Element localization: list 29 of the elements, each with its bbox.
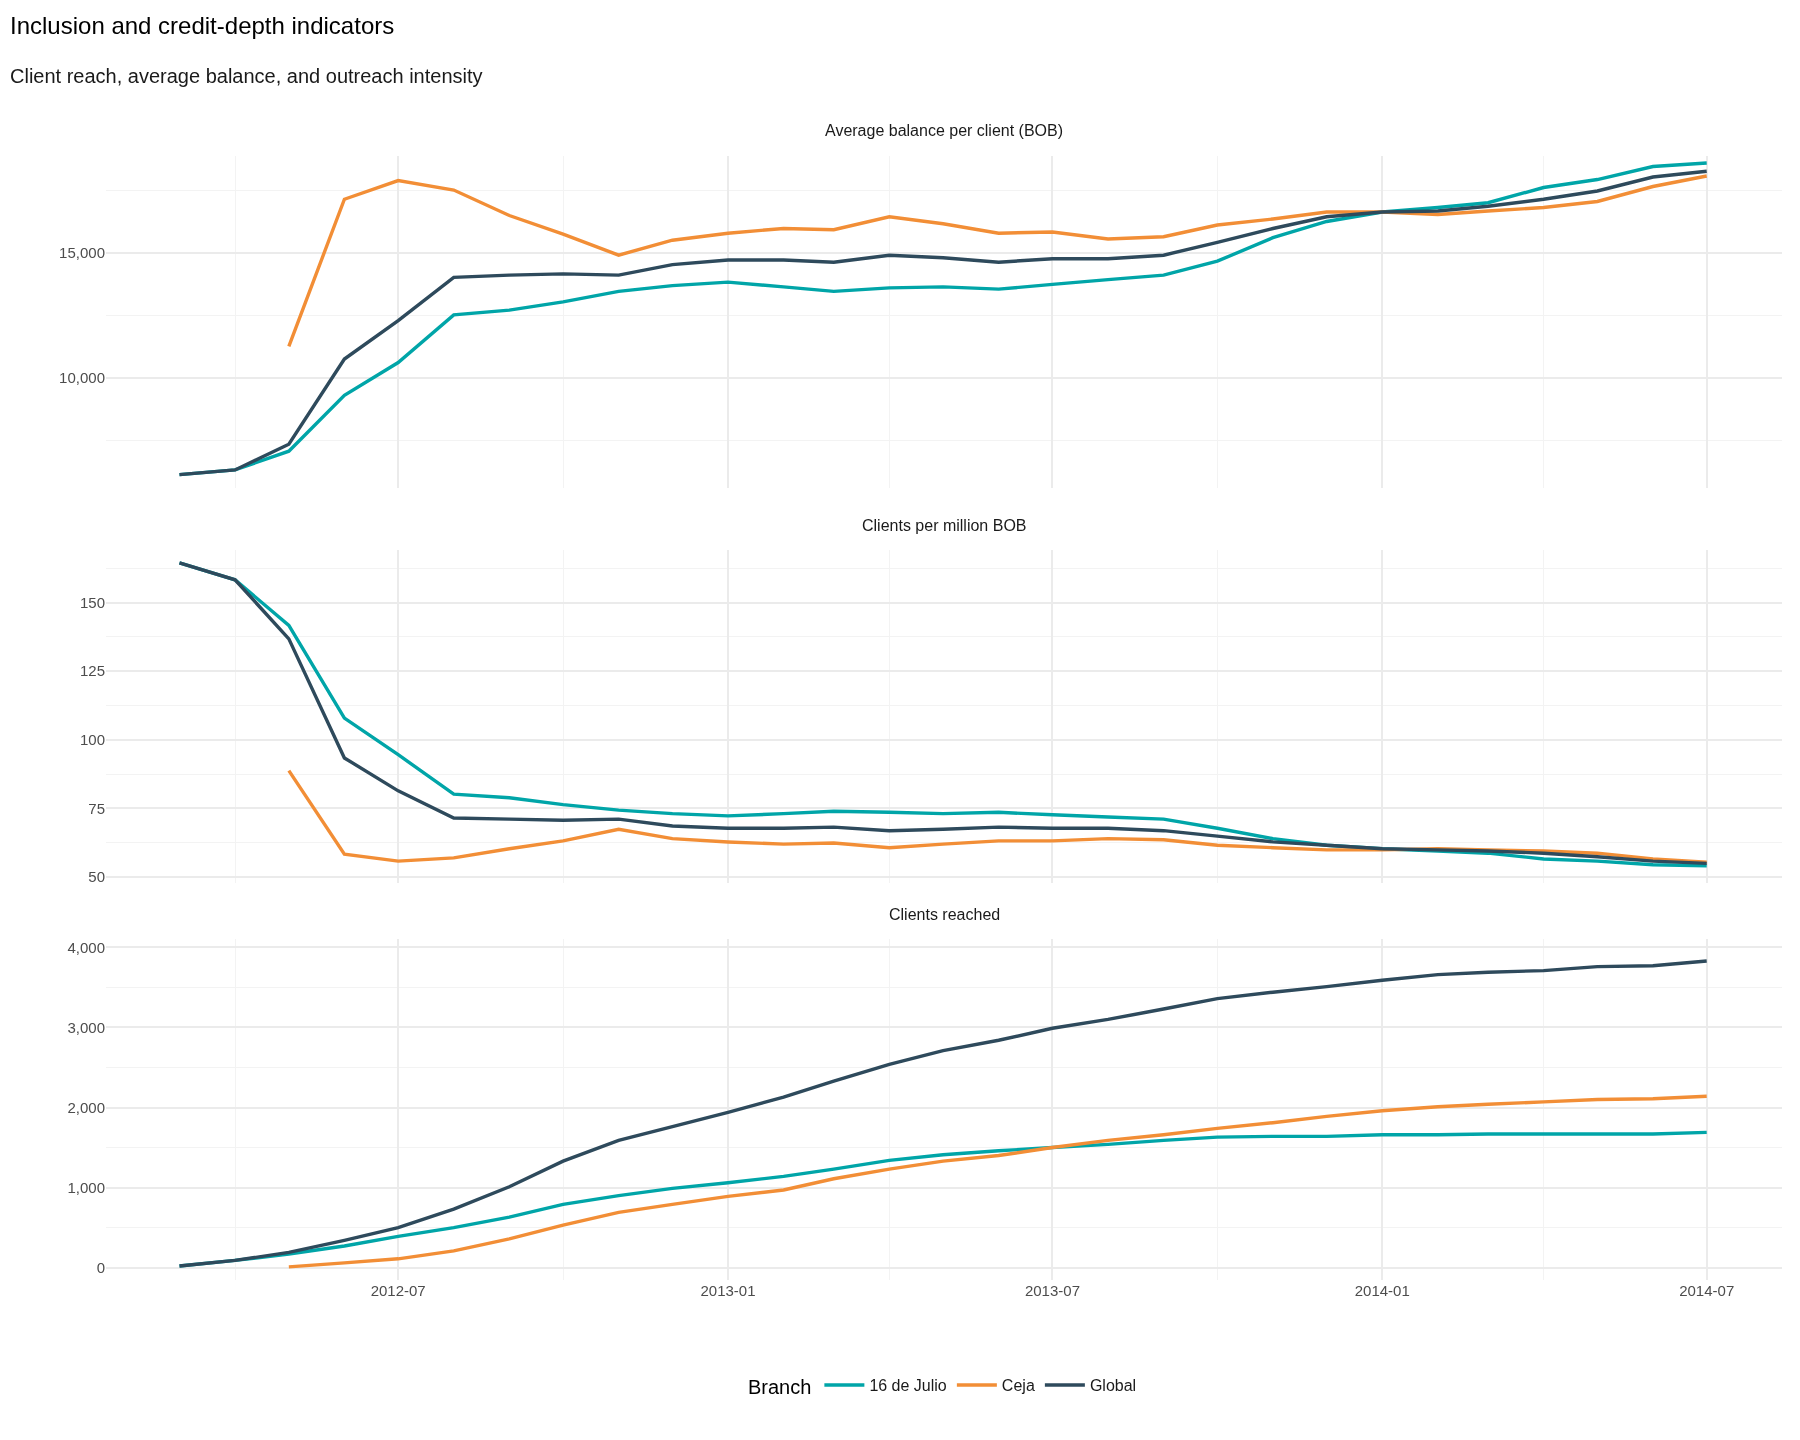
y-tick-label: 100 (79, 731, 105, 749)
legend-label: Global (1089, 1377, 1137, 1395)
x-tick-label: 2014-07 (1679, 1282, 1735, 1300)
y-tick-label: 0 (96, 1258, 105, 1276)
y-tick-label: 3,000 (67, 1018, 105, 1036)
line-series (287, 174, 1709, 349)
legend-label: 16 de Julio (869, 1377, 947, 1395)
chart-title: Average balance per client (BOB) (825, 122, 1064, 139)
text: Client reach, average balance, and outreach intensity (10, 65, 483, 87)
y-tick-label: 2,000 (67, 1098, 105, 1116)
legend-title: Branch (748, 1376, 812, 1399)
line-series (177, 959, 1709, 1268)
chart-title: Clients per million BOB (862, 517, 1027, 534)
chart-title: Clients reached (889, 906, 1001, 923)
y-tick-label: 75 (88, 799, 105, 817)
legend-label: Ceja (1001, 1377, 1035, 1395)
x-tick-label: 2013-07 (1024, 1282, 1080, 1300)
line-series (287, 1094, 1709, 1269)
y-tick-label: 50 (88, 868, 105, 886)
y-tick-label: 10,000 (59, 369, 105, 387)
y-tick-label: 125 (79, 662, 105, 680)
x-tick-label: 2014-01 (1354, 1282, 1410, 1300)
y-tick-label: 15,000 (59, 244, 105, 262)
y-tick-label: 150 (79, 593, 105, 611)
text: Inclusion and credit-depth indicators (10, 12, 395, 39)
x-tick-label: 2013-01 (700, 1282, 756, 1300)
x-tick-label: 2012-07 (370, 1282, 426, 1300)
y-tick-label: 4,000 (67, 938, 105, 956)
y-tick-label: 1,000 (67, 1178, 105, 1196)
